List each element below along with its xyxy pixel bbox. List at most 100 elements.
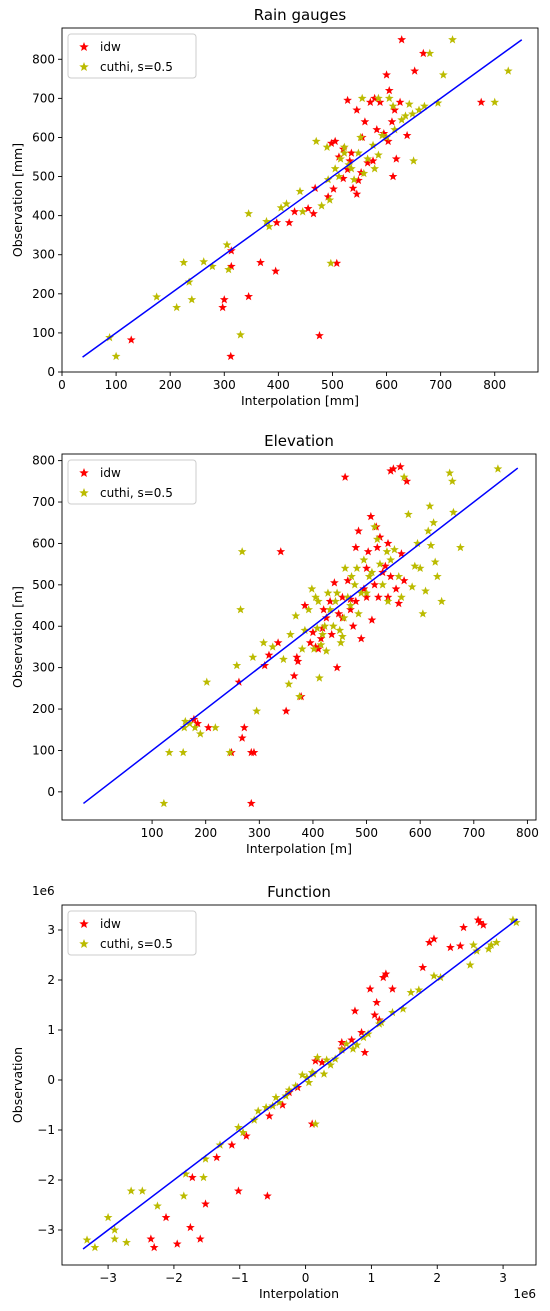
cuthi-point	[234, 1122, 243, 1132]
idw-point	[387, 117, 397, 126]
idw-point	[226, 261, 236, 271]
idw-point	[346, 594, 355, 604]
cuthi-point	[268, 642, 278, 651]
cuthi-point	[185, 718, 194, 728]
idw-point	[330, 136, 340, 146]
x-tick-label: 400	[267, 378, 290, 392]
idw-point	[352, 105, 362, 114]
cuthi-point	[225, 747, 235, 757]
idw-point	[372, 542, 382, 552]
idw-point	[459, 922, 468, 932]
cuthi-point	[311, 1119, 320, 1128]
data-layer	[82, 462, 519, 808]
cuthi-point	[252, 706, 262, 715]
idw-point	[418, 48, 428, 58]
cuthi-point	[172, 302, 182, 312]
cuthi-point	[374, 93, 383, 103]
cuthi-point	[320, 621, 330, 630]
legend: idw cuthi, s=0.5	[67, 459, 197, 505]
idw-point	[402, 130, 412, 140]
x-tick-label: 2	[433, 1271, 441, 1285]
idw-point	[265, 1111, 274, 1120]
idw-point	[284, 218, 294, 227]
idw-point	[354, 175, 363, 185]
x-tick-label: 200	[194, 826, 217, 840]
chart-title: Elevation	[264, 432, 334, 450]
idw-point	[389, 464, 398, 473]
idw-point	[348, 621, 358, 630]
idw-point	[386, 571, 396, 581]
idw-point	[290, 207, 299, 216]
cuthi-point	[383, 596, 393, 606]
idw-point	[332, 663, 342, 672]
identity-line	[82, 39, 523, 358]
y-tick-label: 1	[47, 1023, 55, 1037]
idw-point	[395, 462, 405, 471]
legend-label: idw	[100, 917, 121, 931]
cuthi-point	[370, 522, 379, 531]
cuthi-point	[359, 555, 369, 564]
cuthi-point	[311, 592, 320, 601]
cuthi-point	[317, 201, 327, 210]
idw-point	[195, 1234, 205, 1243]
data-layer	[82, 35, 523, 361]
cuthi-point	[122, 1237, 131, 1247]
cuthi-point	[82, 1235, 92, 1244]
cuthi-point	[199, 1172, 208, 1182]
cuthi-point	[322, 1055, 332, 1064]
cuthi-point	[414, 985, 424, 994]
idw-point	[234, 677, 244, 686]
y-tick-label: 500	[32, 578, 55, 592]
cuthi-point	[237, 547, 247, 556]
idw-point	[418, 962, 428, 972]
idw-point	[372, 125, 382, 134]
idw-point	[249, 747, 259, 757]
cuthi-point	[429, 518, 438, 527]
idw-point	[362, 592, 371, 601]
x-tick-label: −2	[165, 1271, 183, 1285]
cuthi-point	[359, 1032, 368, 1042]
idw-point	[372, 997, 382, 1007]
cuthi-point	[397, 592, 406, 601]
cuthi-point	[407, 582, 417, 591]
cuthi-point	[284, 1085, 294, 1094]
y-tick-label: −1	[37, 1123, 55, 1137]
idw-point	[348, 183, 358, 192]
idw-point	[292, 652, 302, 662]
idw-point	[343, 95, 352, 105]
cuthi-point	[388, 101, 398, 110]
y-tick-label: 800	[32, 52, 55, 66]
idw-point	[329, 184, 338, 193]
idw-point	[429, 934, 439, 943]
legend-label: cuthi, s=0.5	[100, 937, 173, 951]
x-axis-label: Interpolation [m]	[246, 841, 352, 856]
y-tick-label: 100	[32, 326, 55, 340]
cuthi-point	[390, 545, 399, 554]
idw-point	[397, 35, 407, 44]
idw-point	[379, 128, 389, 138]
cuthi-point	[190, 723, 200, 732]
legend-marker	[79, 468, 89, 478]
idw-point	[293, 1082, 303, 1092]
chart-title: Rain gauges	[254, 6, 347, 24]
cuthi-point	[331, 596, 340, 606]
cuthi-point	[349, 175, 359, 184]
cuthi-point	[159, 798, 169, 808]
idw-point	[260, 660, 270, 670]
cuthi-point	[334, 171, 344, 181]
cuthi-point	[201, 1154, 210, 1163]
cuthi-point	[284, 679, 294, 688]
idw-point	[332, 258, 342, 268]
idw-point	[399, 576, 409, 585]
cuthi-point	[423, 526, 433, 535]
idw-point	[271, 266, 281, 275]
idw-point	[149, 1242, 159, 1252]
idw-point	[363, 547, 373, 556]
idw-point	[397, 549, 406, 558]
y-tick-label: 700	[32, 91, 55, 105]
idw-point	[345, 156, 355, 165]
cuthi-point	[232, 660, 242, 670]
cuthi-point	[244, 209, 253, 218]
cuthi-point	[187, 295, 197, 304]
cuthi-point	[363, 154, 372, 163]
